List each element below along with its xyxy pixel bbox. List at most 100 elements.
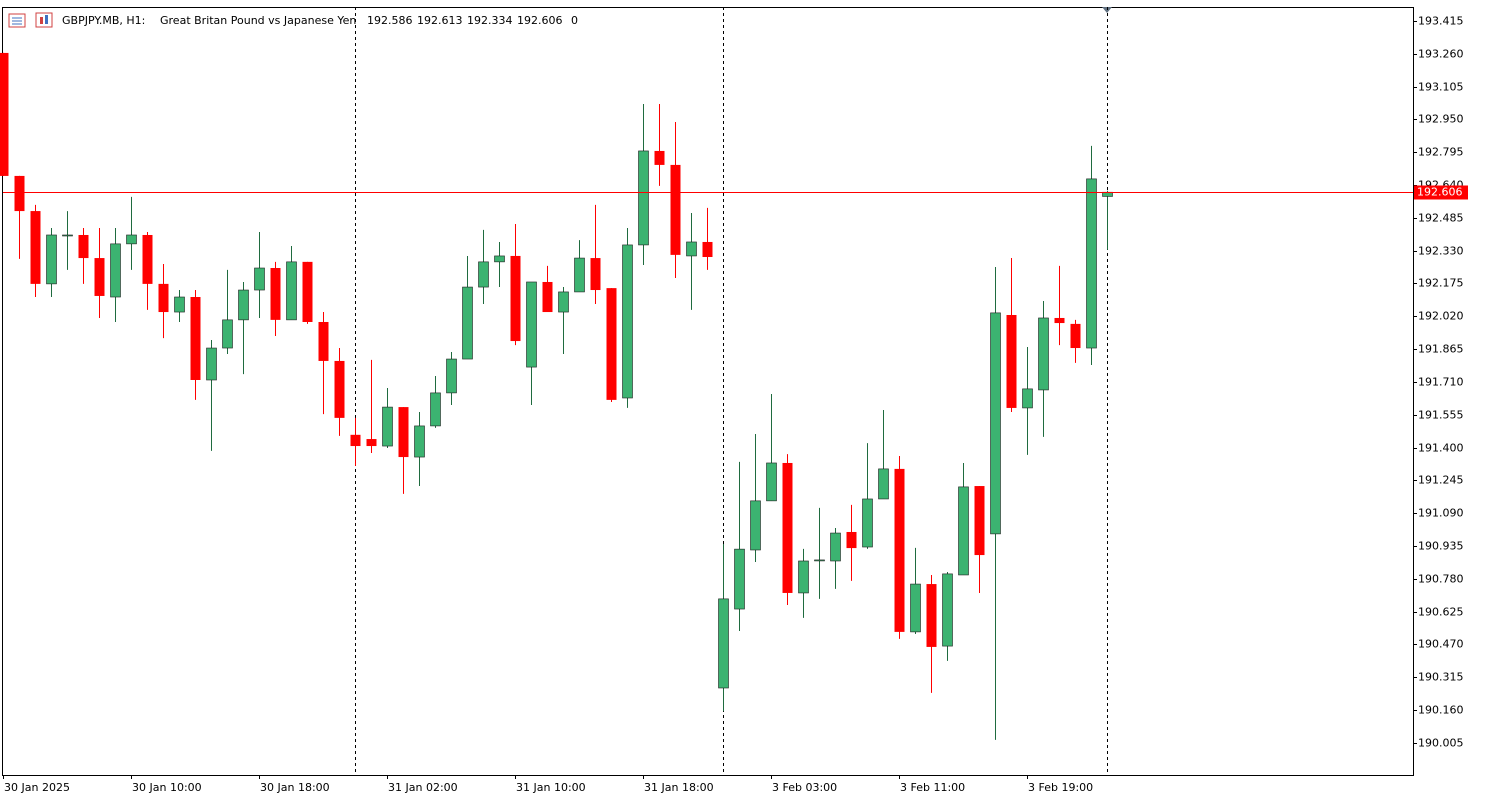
candle-body [558, 291, 569, 313]
icon [35, 12, 53, 28]
candle-body [174, 296, 185, 313]
y-tick-label: 192.020 [1418, 310, 1464, 323]
candle-body [718, 598, 729, 689]
candle-body [334, 360, 345, 418]
candle-body [158, 283, 169, 313]
y-tick-label: 191.555 [1418, 409, 1464, 422]
candle-body [446, 358, 457, 394]
candle-body [94, 258, 105, 296]
candle-body [702, 241, 713, 258]
candle-body [1070, 323, 1081, 349]
header-close: 192.606 [517, 14, 563, 27]
y-tick-label: 191.400 [1418, 442, 1464, 455]
candle-body [462, 286, 473, 360]
y-tick-label: 192.485 [1418, 212, 1464, 225]
candle-body [926, 584, 937, 647]
candle-body [430, 392, 441, 427]
candle-body [366, 439, 377, 447]
header-open: 192.586 [367, 14, 413, 27]
candle-body [478, 261, 489, 288]
y-tick-label: 191.245 [1418, 474, 1464, 487]
candle-body [222, 319, 233, 349]
x-tick-label: 3 Feb 19:00 [1028, 781, 1093, 794]
candle-body [62, 234, 73, 237]
candle-body [910, 583, 921, 633]
y-tick-label: 190.005 [1418, 737, 1464, 750]
x-tick-label: 31 Jan 02:00 [388, 781, 458, 794]
header-icons [8, 12, 53, 28]
chart-subtitle: Great Britan Pound vs Japanese Yen [160, 14, 356, 27]
candle-body [46, 234, 57, 285]
candle-body [110, 243, 121, 298]
candle-body [958, 486, 969, 576]
y-tick-label: 191.710 [1418, 376, 1464, 389]
candle-body [782, 462, 793, 593]
last-price-box [1414, 185, 1468, 200]
candle-body [398, 407, 409, 458]
candle-body [254, 267, 265, 291]
candle-body [190, 297, 201, 380]
candle-body [862, 498, 873, 548]
candle-body [78, 234, 89, 259]
candle-body [654, 150, 665, 165]
y-tick-label: 190.470 [1418, 638, 1464, 651]
candle-body [126, 234, 137, 245]
candle-body [622, 244, 633, 399]
candle-body [142, 234, 153, 284]
y-tick-label: 190.935 [1418, 540, 1464, 553]
x-tick-label: 31 Jan 18:00 [644, 781, 714, 794]
y-tick-label: 191.865 [1418, 343, 1464, 356]
candle-body [414, 425, 425, 458]
candle-body [1086, 178, 1097, 349]
x-tick-label: 3 Feb 11:00 [900, 781, 965, 794]
y-tick-label: 193.260 [1418, 48, 1464, 61]
candle-body [206, 347, 217, 381]
y-tick-label: 193.105 [1418, 81, 1464, 94]
x-tick-label: 30 Jan 10:00 [132, 781, 202, 794]
candle-body [766, 462, 777, 502]
candle-body [30, 211, 41, 284]
header-extra: 0 [571, 14, 578, 27]
x-tick-label: 30 Jan 2025 [4, 781, 70, 794]
candle-body [798, 560, 809, 594]
x-tick-label: 30 Jan 18:00 [260, 781, 330, 794]
last-price-label: 192.606 [1417, 186, 1463, 199]
plot-frame [2, 7, 1414, 776]
candle-body [814, 559, 825, 562]
candle-body [318, 321, 329, 361]
candle-body [942, 573, 953, 647]
candle-body [750, 500, 761, 551]
candle-body [1022, 388, 1033, 409]
candle-body [526, 281, 537, 368]
candle-body [0, 52, 9, 176]
y-tick-label: 193.415 [1418, 15, 1464, 28]
candle-body [1006, 315, 1017, 408]
candle-body [974, 486, 985, 556]
candle-body [830, 532, 841, 562]
candle-body [270, 268, 281, 320]
y-tick-label: 192.175 [1418, 277, 1464, 290]
y-tick-label: 190.315 [1418, 671, 1464, 684]
chart-title: GBPJPY.MB, H1: [62, 14, 145, 27]
candle-body [302, 261, 313, 322]
icon-bar [45, 15, 48, 24]
x-tick-label: 31 Jan 10:00 [516, 781, 586, 794]
candle-body [350, 434, 361, 447]
candle-body [382, 406, 393, 447]
candle-body [494, 255, 505, 263]
candle-body [638, 150, 649, 246]
icon-bar [40, 17, 43, 24]
x-tick-label: 3 Feb 03:00 [772, 781, 837, 794]
candle-body [846, 531, 857, 549]
candle-body [1038, 317, 1049, 391]
candle-body [1054, 317, 1065, 324]
candle-body [510, 255, 521, 342]
candle-body [894, 468, 905, 632]
candle-body [670, 164, 681, 255]
y-tick-label: 190.780 [1418, 573, 1464, 586]
header-low: 192.334 [467, 14, 513, 27]
y-tick-label: 192.950 [1418, 113, 1464, 126]
y-tick-label: 191.090 [1418, 507, 1464, 520]
